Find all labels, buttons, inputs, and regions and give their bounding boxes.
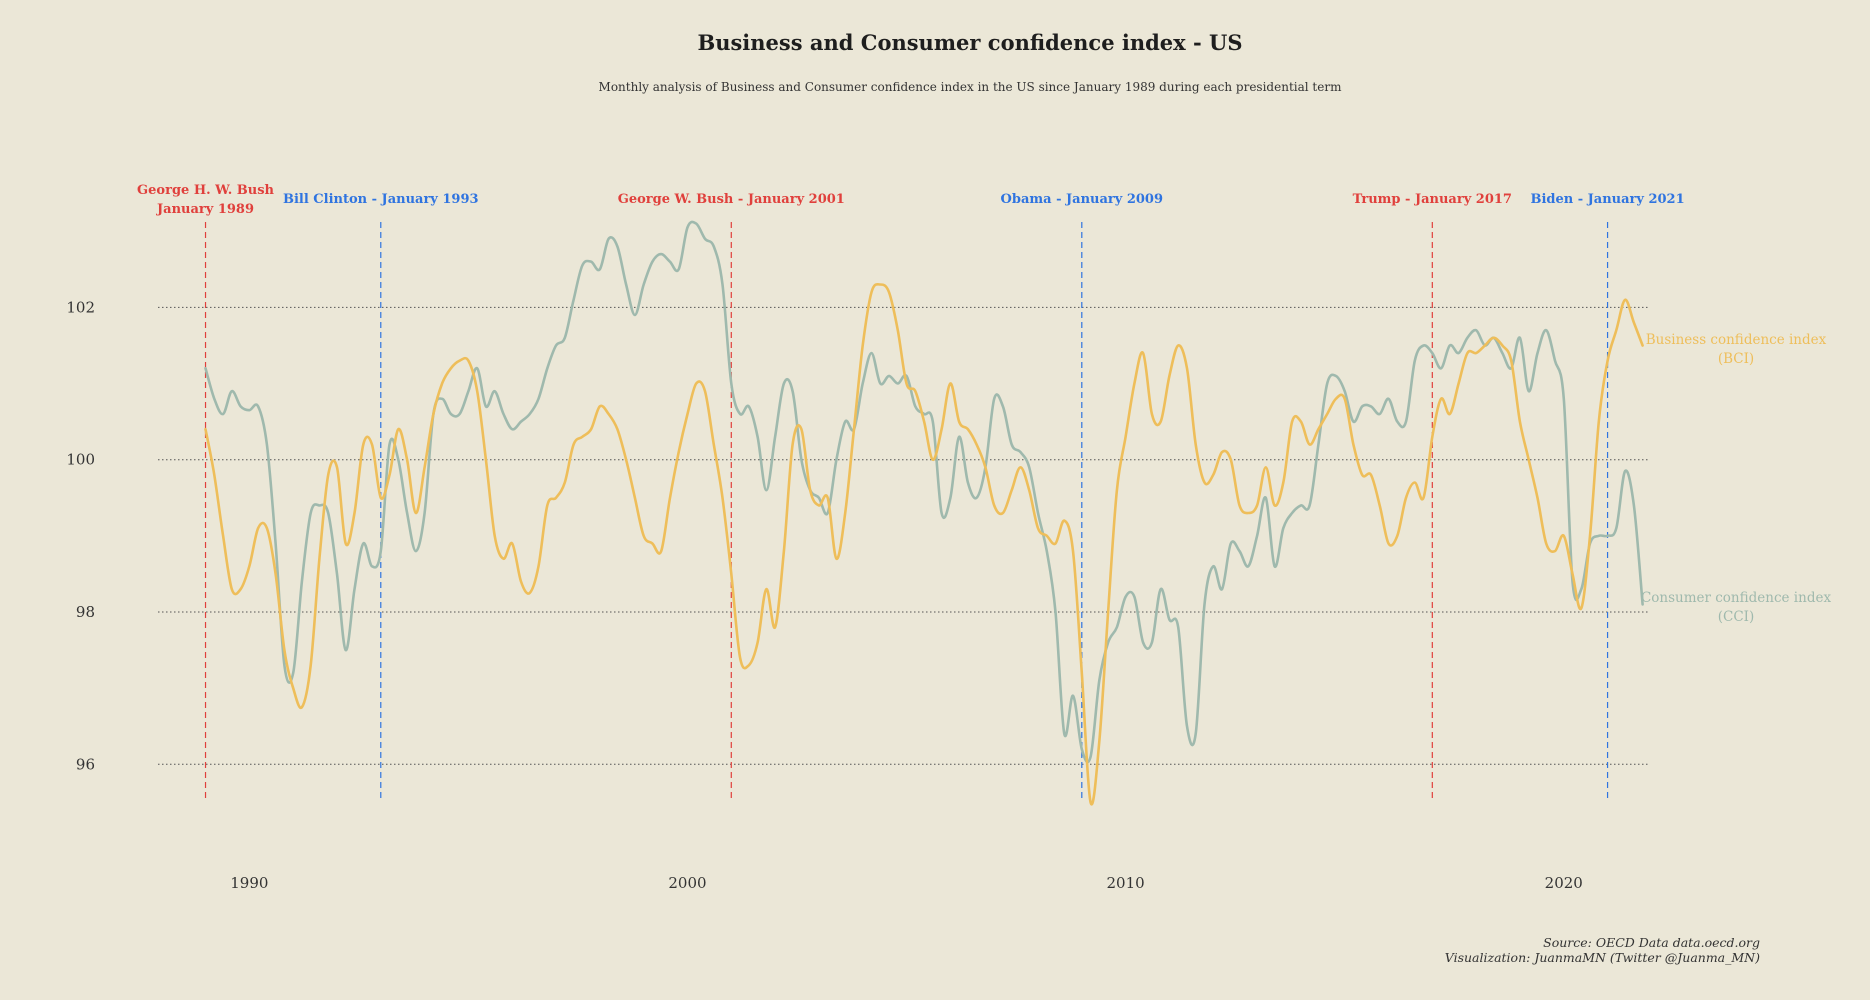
cci-label-line-0: Consumer confidence index: [1641, 590, 1832, 606]
x-tick-label-1990: 1990: [230, 874, 268, 892]
y-axis-ticks: 96 98 100 102: [66, 298, 95, 773]
x-axis-ticks: 1990 2000 2010 2020: [230, 874, 1583, 892]
x-tick-label-2000: 2000: [668, 874, 706, 892]
chart-caption: Source: OECD Data data.oecd.org Visualiz…: [1445, 935, 1760, 965]
series-lines: [204, 220, 1644, 806]
term-label-0-line-1: January 1989: [156, 202, 254, 217]
bci-label-line-0: Business confidence index: [1646, 332, 1827, 348]
x-tick-label-2010: 2010: [1107, 874, 1145, 892]
term-label-5: Biden - January 2021: [1530, 192, 1684, 207]
visualization-credit: Visualization: JuanmaMN (Twitter @Juanma…: [1444, 950, 1760, 965]
chart-subtitle: Monthly analysis of Business and Consume…: [598, 80, 1342, 94]
y-tick-label-102: 102: [66, 298, 95, 316]
y-tick-label-98: 98: [76, 603, 95, 621]
term-label-0-line-0: George H. W. Bush: [137, 183, 274, 198]
bci-line: [204, 282, 1644, 806]
presidential-term-markers: George H. W. Bush January 1989 Bill Clinto…: [137, 183, 1685, 800]
cci-label-line-1: (CCI): [1718, 609, 1755, 625]
source-text: Source: OECD Data data.oecd.org: [1543, 935, 1760, 950]
bci-label-line-1: (BCI): [1718, 351, 1754, 367]
term-label-3: Obama - January 2009: [1001, 192, 1163, 207]
x-tick-label-2020: 2020: [1545, 874, 1583, 892]
term-label-4: Trump - January 2017: [1353, 192, 1512, 207]
chart-title: Business and Consumer confidence index -…: [697, 30, 1243, 55]
term-label-2: George W. Bush - January 2001: [618, 192, 845, 207]
y-tick-label-96: 96: [76, 755, 95, 773]
series-labels: Business confidence index (BCI) Consumer c…: [1641, 332, 1832, 625]
y-tick-label-100: 100: [66, 451, 95, 469]
term-label-1: Bill Clinton - January 1993: [283, 192, 479, 207]
